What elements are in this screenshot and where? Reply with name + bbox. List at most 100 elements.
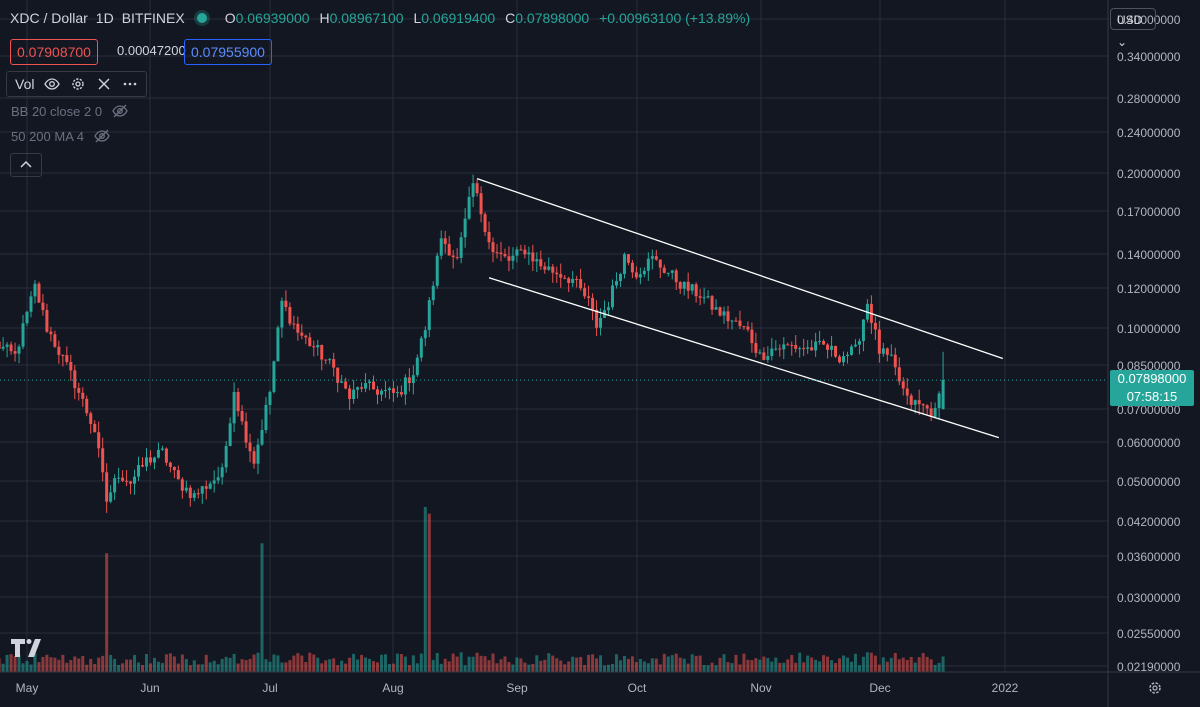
- candle-body: [929, 408, 933, 417]
- volume-bar: [399, 654, 403, 672]
- sell-price-button[interactable]: 0.07908700: [10, 39, 98, 65]
- candle: [296, 316, 300, 341]
- volume-bar: [762, 656, 766, 672]
- indicator-ma[interactable]: 50 200 MA 4: [6, 124, 110, 148]
- interval[interactable]: 1D: [95, 10, 114, 26]
- candle: [479, 186, 483, 223]
- buy-price-button[interactable]: 0.07955900: [184, 39, 272, 65]
- volume-bar: [618, 660, 622, 672]
- x-tick-label: Jul: [262, 681, 277, 695]
- candle: [893, 347, 897, 376]
- candle: [117, 467, 121, 484]
- candle: [881, 342, 885, 357]
- volume-bar: [873, 655, 877, 672]
- candle-body: [101, 448, 105, 473]
- candle: [806, 340, 810, 354]
- candle-body: [208, 483, 212, 489]
- candle: [264, 397, 268, 434]
- indicator-vol[interactable]: Vol: [6, 71, 148, 97]
- volume-bar: [368, 658, 372, 672]
- more-icon[interactable]: [122, 76, 138, 92]
- gear-icon[interactable]: [70, 76, 86, 92]
- volume-bar: [200, 664, 204, 672]
- candle: [236, 388, 240, 417]
- candle: [758, 349, 762, 355]
- candle: [467, 186, 471, 220]
- candle-body: [579, 279, 583, 289]
- candle: [53, 330, 57, 349]
- symbol-name[interactable]: XDC / Dollar: [10, 10, 88, 26]
- candle: [571, 271, 575, 288]
- candle: [212, 470, 216, 493]
- candle: [778, 344, 782, 357]
- candle: [391, 381, 395, 402]
- volume-bar: [567, 661, 571, 672]
- y-tick-label: 0.28000000: [1117, 92, 1181, 106]
- candle-body: [770, 348, 774, 357]
- candle: [152, 456, 156, 470]
- candle: [818, 330, 822, 345]
- candle: [376, 385, 380, 405]
- volume-bar: [933, 664, 937, 672]
- candle-body: [240, 411, 244, 422]
- candle-body: [471, 183, 475, 197]
- volume-bar: [113, 658, 117, 672]
- eye-off-icon[interactable]: [112, 103, 128, 119]
- currency-select[interactable]: USD ⌄: [1110, 8, 1156, 49]
- candle-body: [897, 367, 901, 382]
- candle: [567, 276, 571, 292]
- eye-icon[interactable]: [44, 76, 61, 92]
- candle: [909, 393, 913, 410]
- candle: [443, 230, 447, 254]
- candle-body: [296, 323, 300, 333]
- volume-bar: [29, 664, 33, 672]
- candle-body: [838, 356, 842, 363]
- volume-bar: [228, 657, 232, 672]
- eye-off-icon[interactable]: [94, 128, 110, 144]
- volume-bar: [439, 663, 443, 672]
- volume-bar: [332, 658, 336, 672]
- candle: [750, 322, 754, 353]
- volume-bar: [499, 659, 503, 672]
- candle: [626, 253, 630, 266]
- volume-bar: [451, 653, 455, 672]
- x-tick-label: Dec: [869, 681, 890, 695]
- indicator-bb[interactable]: BB 20 close 2 0: [6, 99, 128, 123]
- candle-body: [495, 252, 499, 254]
- candle: [865, 299, 869, 323]
- candle-body: [710, 296, 714, 310]
- candle: [634, 266, 638, 280]
- candle-body: [156, 449, 160, 458]
- settings-gear-icon[interactable]: [1149, 682, 1161, 694]
- candle-body: [917, 400, 921, 405]
- candle: [746, 321, 750, 332]
- candle-body: [399, 392, 403, 395]
- candle-body: [933, 408, 937, 417]
- volume-bar: [387, 664, 391, 672]
- volume-bar: [834, 663, 838, 672]
- volume-bar: [320, 663, 324, 672]
- candle: [9, 341, 13, 355]
- volume-bar: [419, 653, 423, 672]
- candle: [766, 346, 770, 363]
- candle-body: [607, 307, 611, 311]
- candle: [742, 325, 746, 330]
- volume-bar: [539, 660, 543, 672]
- candle-body: [168, 462, 172, 467]
- candle-body: [726, 311, 730, 322]
- candle: [463, 208, 467, 248]
- volume-bar: [678, 657, 682, 672]
- candle: [718, 306, 722, 317]
- candle: [141, 457, 145, 468]
- volume-bar: [770, 661, 774, 672]
- candle: [487, 221, 491, 250]
- change-value: +0.00963100 (+13.89%): [599, 10, 751, 26]
- candle: [280, 297, 284, 338]
- candle-body: [236, 392, 240, 412]
- close-icon[interactable]: [96, 76, 112, 92]
- candle-body: [849, 346, 853, 355]
- collapse-indicators-button[interactable]: [10, 153, 42, 177]
- volume-bar: [216, 664, 220, 672]
- volume-bar: [519, 658, 523, 672]
